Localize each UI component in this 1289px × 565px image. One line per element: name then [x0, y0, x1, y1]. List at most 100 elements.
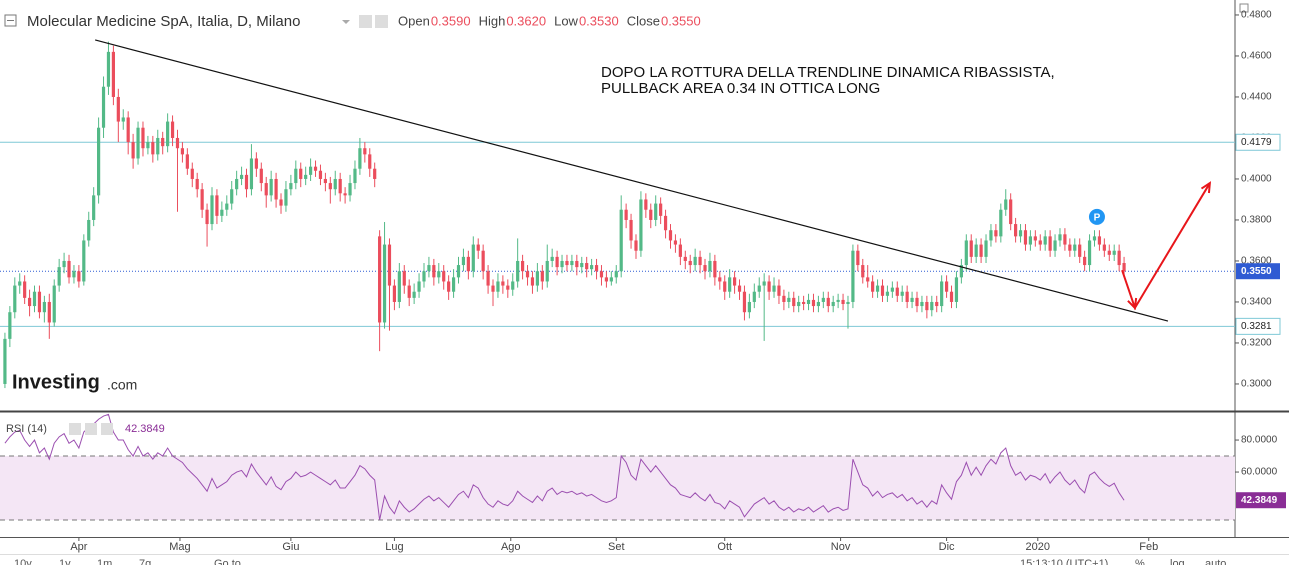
candle-body: [757, 285, 761, 292]
candle-body: [659, 203, 663, 216]
pattern-marker-label: P: [1094, 213, 1101, 224]
trendline: [94, 39, 1169, 322]
candle-body: [880, 285, 885, 296]
candle-body: [614, 271, 618, 278]
candle-body: [742, 291, 747, 313]
rsi-pane: 80.0000 60.0000 42.3849: [0, 413, 1286, 521]
candle-body: [737, 285, 742, 292]
range-button[interactable]: 1y: [59, 558, 71, 565]
overlays: Molecular Medicine SpA, Italia, D, Milan…: [6, 13, 701, 435]
candle-body: [230, 189, 234, 204]
x-tick-label: Mag: [169, 541, 190, 553]
range-button[interactable]: 7g: [139, 558, 151, 565]
candle-body: [767, 281, 771, 292]
candle-body: [935, 301, 939, 307]
scale-option[interactable]: auto: [1205, 558, 1226, 565]
candle-body: [1058, 234, 1062, 241]
scale-option[interactable]: %: [1135, 558, 1145, 565]
candle-body: [1014, 224, 1018, 237]
candle-body: [97, 127, 101, 196]
watermark-brand: Investing: [12, 371, 100, 393]
candle-body: [190, 168, 194, 179]
candle-body: [570, 260, 574, 266]
rsi-eye-icon[interactable]: [69, 423, 81, 435]
scale-option[interactable]: log: [1170, 558, 1185, 565]
rsi-settings-icon[interactable]: [85, 423, 97, 435]
candle-body: [644, 199, 648, 210]
candle-body: [1063, 234, 1067, 245]
candle-body: [649, 209, 653, 220]
candle-body: [397, 271, 401, 302]
candle-body: [126, 117, 130, 143]
dropdown-icon[interactable]: [342, 20, 350, 24]
candle-body: [106, 51, 111, 87]
candle-body: [506, 285, 510, 290]
level-badge: [1235, 133, 1281, 151]
candle-body: [851, 250, 855, 302]
candle-body: [23, 281, 27, 298]
x-tick-label: Lug: [385, 541, 403, 553]
ohlc-value: 0.3590: [431, 13, 471, 28]
candle-body: [456, 265, 461, 278]
collapse-icon[interactable]: [4, 14, 17, 27]
candle-body: [52, 285, 56, 323]
candle-body: [1078, 244, 1082, 257]
range-button[interactable]: 1m: [97, 558, 112, 565]
arrow-head: [1127, 297, 1138, 311]
candle-body: [673, 240, 678, 245]
candle-body: [37, 291, 42, 313]
ohlc-label: Close: [627, 13, 660, 28]
candle-body: [131, 142, 135, 159]
watermark-suffix: .com: [107, 377, 137, 393]
candle-body: [451, 277, 456, 292]
candle-body: [1048, 236, 1052, 251]
candle-body: [166, 121, 170, 147]
candle-body: [806, 299, 811, 305]
candle-body: [944, 281, 949, 292]
candle-body: [42, 301, 46, 313]
candle-body: [1107, 250, 1111, 255]
candle-body: [723, 281, 727, 292]
candle-body: [836, 299, 840, 302]
candle-body: [294, 168, 298, 184]
candle-body: [180, 148, 185, 155]
candle-body: [8, 312, 12, 339]
candle-body: [728, 277, 732, 292]
y-tick-label: 0.3200: [1241, 338, 1272, 349]
candle-body: [871, 281, 875, 292]
rsi-title: RSI (14): [6, 423, 47, 435]
candle-body: [525, 271, 530, 278]
range-button[interactable]: Go to...: [214, 558, 250, 565]
candle-body: [348, 183, 352, 196]
rsi-close-icon[interactable]: [101, 423, 113, 435]
candle-body: [304, 174, 308, 179]
candle-body: [225, 203, 229, 210]
level-badge: [1235, 317, 1281, 335]
candle-body: [732, 277, 737, 286]
range-button[interactable]: 10y: [14, 558, 32, 565]
candle-body: [161, 137, 165, 147]
x-tick-label: Ago: [501, 541, 521, 553]
candle-body: [940, 281, 944, 307]
candle-body: [565, 260, 569, 266]
y-tick-label: 0.3400: [1241, 297, 1272, 308]
candle-body: [762, 281, 766, 286]
settings-icon[interactable]: [375, 15, 388, 28]
candle-body: [708, 260, 712, 272]
candle-body: [1083, 256, 1087, 266]
candle-body: [235, 178, 239, 190]
y-tick-label: 60.0000: [1241, 467, 1278, 478]
candle-body: [13, 285, 17, 313]
candle-body: [299, 168, 303, 179]
eye-icon[interactable]: [359, 15, 372, 28]
candle-body: [387, 244, 392, 286]
candle-body: [599, 271, 604, 278]
candle-body: [663, 215, 668, 231]
candle-body: [1117, 250, 1121, 266]
candle-body: [693, 256, 697, 266]
candle-body: [831, 301, 835, 307]
candle-body: [654, 203, 658, 220]
candle-body: [343, 193, 347, 196]
candle-body: [826, 297, 830, 307]
